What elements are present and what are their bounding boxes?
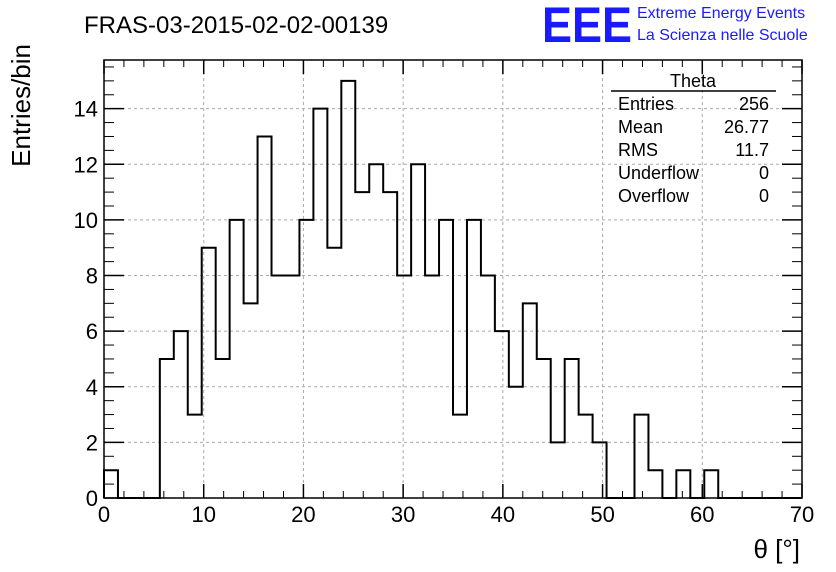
x-tick-label: 30: [391, 502, 415, 527]
x-tick-label: 20: [291, 502, 315, 527]
x-tick-labels: 0 10 20 30 40 50 60 70: [98, 502, 814, 527]
x-tick-label: 40: [491, 502, 515, 527]
stats-row-label: Overflow: [618, 186, 690, 206]
logo-line2: La Scienza nelle Scuole: [637, 27, 808, 44]
y-tick-labels: 0 2 4 6 8 10 12 14: [74, 97, 98, 511]
y-tick-label: 2: [86, 430, 98, 455]
x-tick-label: 70: [790, 502, 814, 527]
y-tick-label: 6: [86, 319, 98, 344]
plot-frame: [103, 59, 803, 499]
y-tick-label: 0: [86, 486, 98, 511]
y-tick-label: 12: [74, 152, 98, 177]
x-tick-label: 60: [690, 502, 714, 527]
stats-row-value: 256: [739, 94, 769, 114]
y-tick-label: 8: [86, 264, 98, 289]
stats-row-value: 0: [759, 163, 769, 183]
chart-title: FRAS-03-2015-02-02-00139: [84, 12, 388, 39]
stats-row-label: Underflow: [618, 163, 700, 183]
y-axis-label: Entries/bin: [6, 44, 36, 167]
x-tick-label: 10: [191, 502, 215, 527]
axis-ticks: [103, 60, 803, 499]
stats-box: Theta Entries 256 Mean 26.77 RMS 11.7 Underflo…: [611, 71, 776, 206]
histogram-outline: [103, 79, 802, 499]
logo-mark: EEE: [542, 0, 632, 53]
stats-row-value: 0: [759, 186, 769, 206]
x-tick-label: 0: [98, 502, 110, 527]
stats-row-label: RMS: [618, 140, 658, 160]
stats-title: Theta: [670, 71, 717, 91]
stats-row-value: 26.77: [724, 117, 769, 137]
y-tick-label: 14: [74, 97, 98, 122]
stats-row-label: Entries: [618, 94, 674, 114]
y-tick-label: 4: [86, 375, 98, 400]
logo-line1: Extreme Energy Events: [637, 5, 805, 22]
stats-row-value: 11.7: [735, 140, 769, 160]
eee-logo: EEE Extreme Energy Events La Scienza nel…: [542, 0, 808, 53]
x-axis-label: θ [°]: [753, 534, 800, 564]
x-tick-label: 50: [590, 502, 614, 527]
y-tick-label: 10: [74, 208, 98, 233]
stats-row-label: Mean: [618, 117, 663, 137]
stats-rows: Entries 256 Mean 26.77 RMS 11.7 Underflow 0 Over…: [618, 94, 769, 206]
